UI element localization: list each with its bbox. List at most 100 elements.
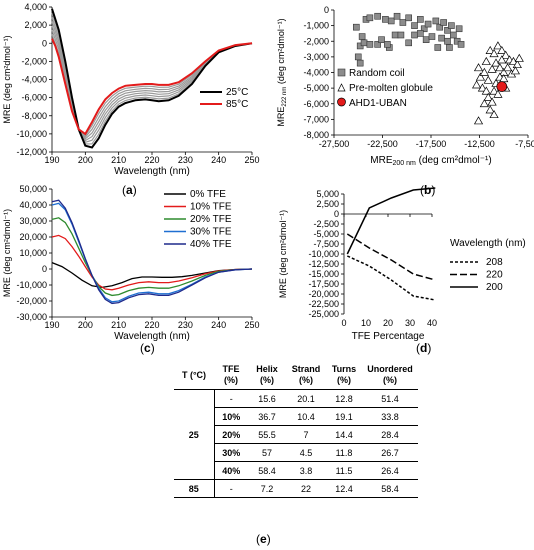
legend-label: 20% TFE [190, 214, 232, 225]
series-line [346, 187, 436, 255]
legend-label: Pre-molten globule [349, 83, 433, 94]
y-tick-label: -8,000 [21, 111, 47, 121]
y-tick-label: -22,500 [308, 299, 339, 309]
random-coil-point [358, 33, 366, 40]
x-tick-label: 20 [383, 318, 393, 328]
x-tick-label: -27,500 [319, 139, 350, 149]
table-row: 25 - 15.6 20.1 12.8 51.4 [174, 389, 418, 480]
random-coil-point [353, 23, 360, 31]
table-cell: 20.1 [286, 389, 326, 408]
y-tick-label: 40,000 [19, 200, 47, 210]
table-header-cell: Turns (%) [331, 364, 357, 385]
x-tick-label: 220 [144, 155, 159, 165]
random-coil-point [436, 23, 444, 31]
pre-molten-globule-point [489, 49, 499, 58]
legend-marker-square [337, 68, 346, 77]
y-tick-label: -20,000 [308, 289, 339, 299]
table-header-cell: Strand (%) [291, 364, 321, 385]
random-coil-point [455, 25, 463, 33]
pre-molten-globule-point [481, 56, 491, 65]
table-cell: 10% [214, 407, 248, 426]
panel-label-a: (a) [122, 183, 137, 197]
series-line [346, 255, 436, 301]
secondary-structure-table: T (°C) TFE (%) Helix (%) Strand (%) Turn… [174, 361, 418, 498]
random-coil-point [411, 22, 418, 29]
table-cell: 33.8 [362, 407, 418, 426]
x-tick-label: 210 [111, 155, 126, 165]
random-coil-point [446, 44, 453, 51]
legend-label: 208 [486, 257, 503, 268]
table-cell: 12.8 [326, 389, 362, 408]
y-tick-label: 0 [324, 5, 329, 15]
table-header-cell: Unordered (%) [367, 364, 413, 385]
pre-molten-globule-point [473, 63, 484, 72]
y-tick-label: -10,000 [308, 249, 339, 259]
legend-label: 200 [486, 282, 503, 293]
chart-a: 4,000 2,000 0 -2,000 -4,000 -6,000 -8,000 -10,0… [2, 2, 260, 177]
table-row: 85 - 7.2 22 12.4 58.4 [174, 479, 418, 498]
x-tick-label: 190 [44, 320, 59, 330]
random-coil-point [360, 39, 368, 47]
y-tick-label: 50,000 [19, 184, 47, 194]
x-tick-label: 240 [211, 320, 226, 330]
pre-molten-globule-point [473, 116, 484, 125]
y-axis-label: MRE (deg cm²dmol⁻¹) [2, 35, 12, 123]
table-row: 10% 36.7 10.4 19.1 33.8 [174, 407, 418, 426]
table-cell: 40% [214, 461, 248, 480]
random-coil-point [374, 12, 381, 20]
table-cell: 19.1 [326, 407, 362, 426]
y-tick-label: 2,000 [24, 20, 47, 30]
random-coil-point [424, 20, 432, 28]
table-row: 30% 57 4.5 11.8 26.7 [174, 443, 418, 462]
x-tick-label: 240 [211, 155, 226, 165]
x-tick-label: -7,500 [515, 139, 534, 149]
intermediate-temperature-line [51, 12, 253, 145]
y-tick-label: -2,500 [313, 219, 339, 229]
y-tick-label: 30,000 [19, 216, 47, 226]
y-tick-label: -6,000 [21, 93, 47, 103]
x-tick-label: 200 [78, 155, 93, 165]
chart-d: 5,0002,5000-2,500-5,000-7,500-10,000-12,… [278, 187, 526, 342]
random-coil-point [428, 33, 436, 40]
pre-molten-globule-point [487, 64, 497, 73]
legend-label: 30% TFE [190, 227, 232, 238]
x-tick-label: 30 [405, 318, 415, 328]
temperature-cell: 85 [174, 479, 215, 498]
series-line [51, 234, 253, 291]
table-cell: 58.4 [362, 479, 418, 498]
intermediate-temperature-line [51, 25, 253, 140]
pre-molten-globule-point [481, 86, 491, 95]
random-coil-point [397, 31, 405, 39]
pre-molten-globule-point [493, 41, 503, 50]
table-header-cell: Helix (%) [256, 364, 278, 385]
ahd1-uban-point [496, 81, 508, 92]
table-cell: 3.8 [286, 461, 326, 480]
legend-marker-circle [337, 97, 346, 107]
x-tick-label: -22,500 [367, 139, 398, 149]
pre-molten-globule-point [493, 89, 503, 98]
table-cell: - [214, 389, 248, 408]
y-tick-label: -12,000 [16, 147, 47, 157]
legend-label: 85°C [226, 99, 248, 110]
y-tick-label: 20,000 [19, 232, 47, 242]
y-tick-label: -3,000 [303, 52, 329, 62]
table-header-cell: T (°C) [181, 369, 207, 380]
table-cell: 11.5 [326, 461, 362, 480]
series-line [346, 233, 436, 281]
table-cell: 20% [214, 425, 248, 444]
y-tick-label: -5,000 [303, 83, 329, 93]
table-cell: 11.8 [326, 443, 362, 462]
y-tick-label: -4,000 [303, 68, 329, 78]
legend-title: Wavelength (nm) [450, 238, 526, 249]
x-axis-label: Wavelength (nm) [114, 166, 190, 177]
pre-molten-globule-point [514, 53, 524, 62]
x-axis-label: Wavelength (nm) [114, 331, 190, 342]
x-tick-label: 250 [244, 320, 259, 330]
random-coil-point [374, 41, 381, 48]
legend-label: 10% TFE [190, 202, 232, 213]
pre-molten-globule-point [471, 80, 482, 89]
y-tick-label: -2,000 [21, 56, 47, 66]
y-tick-label: -10,000 [16, 280, 47, 290]
y-tick-label: 0 [42, 264, 47, 274]
